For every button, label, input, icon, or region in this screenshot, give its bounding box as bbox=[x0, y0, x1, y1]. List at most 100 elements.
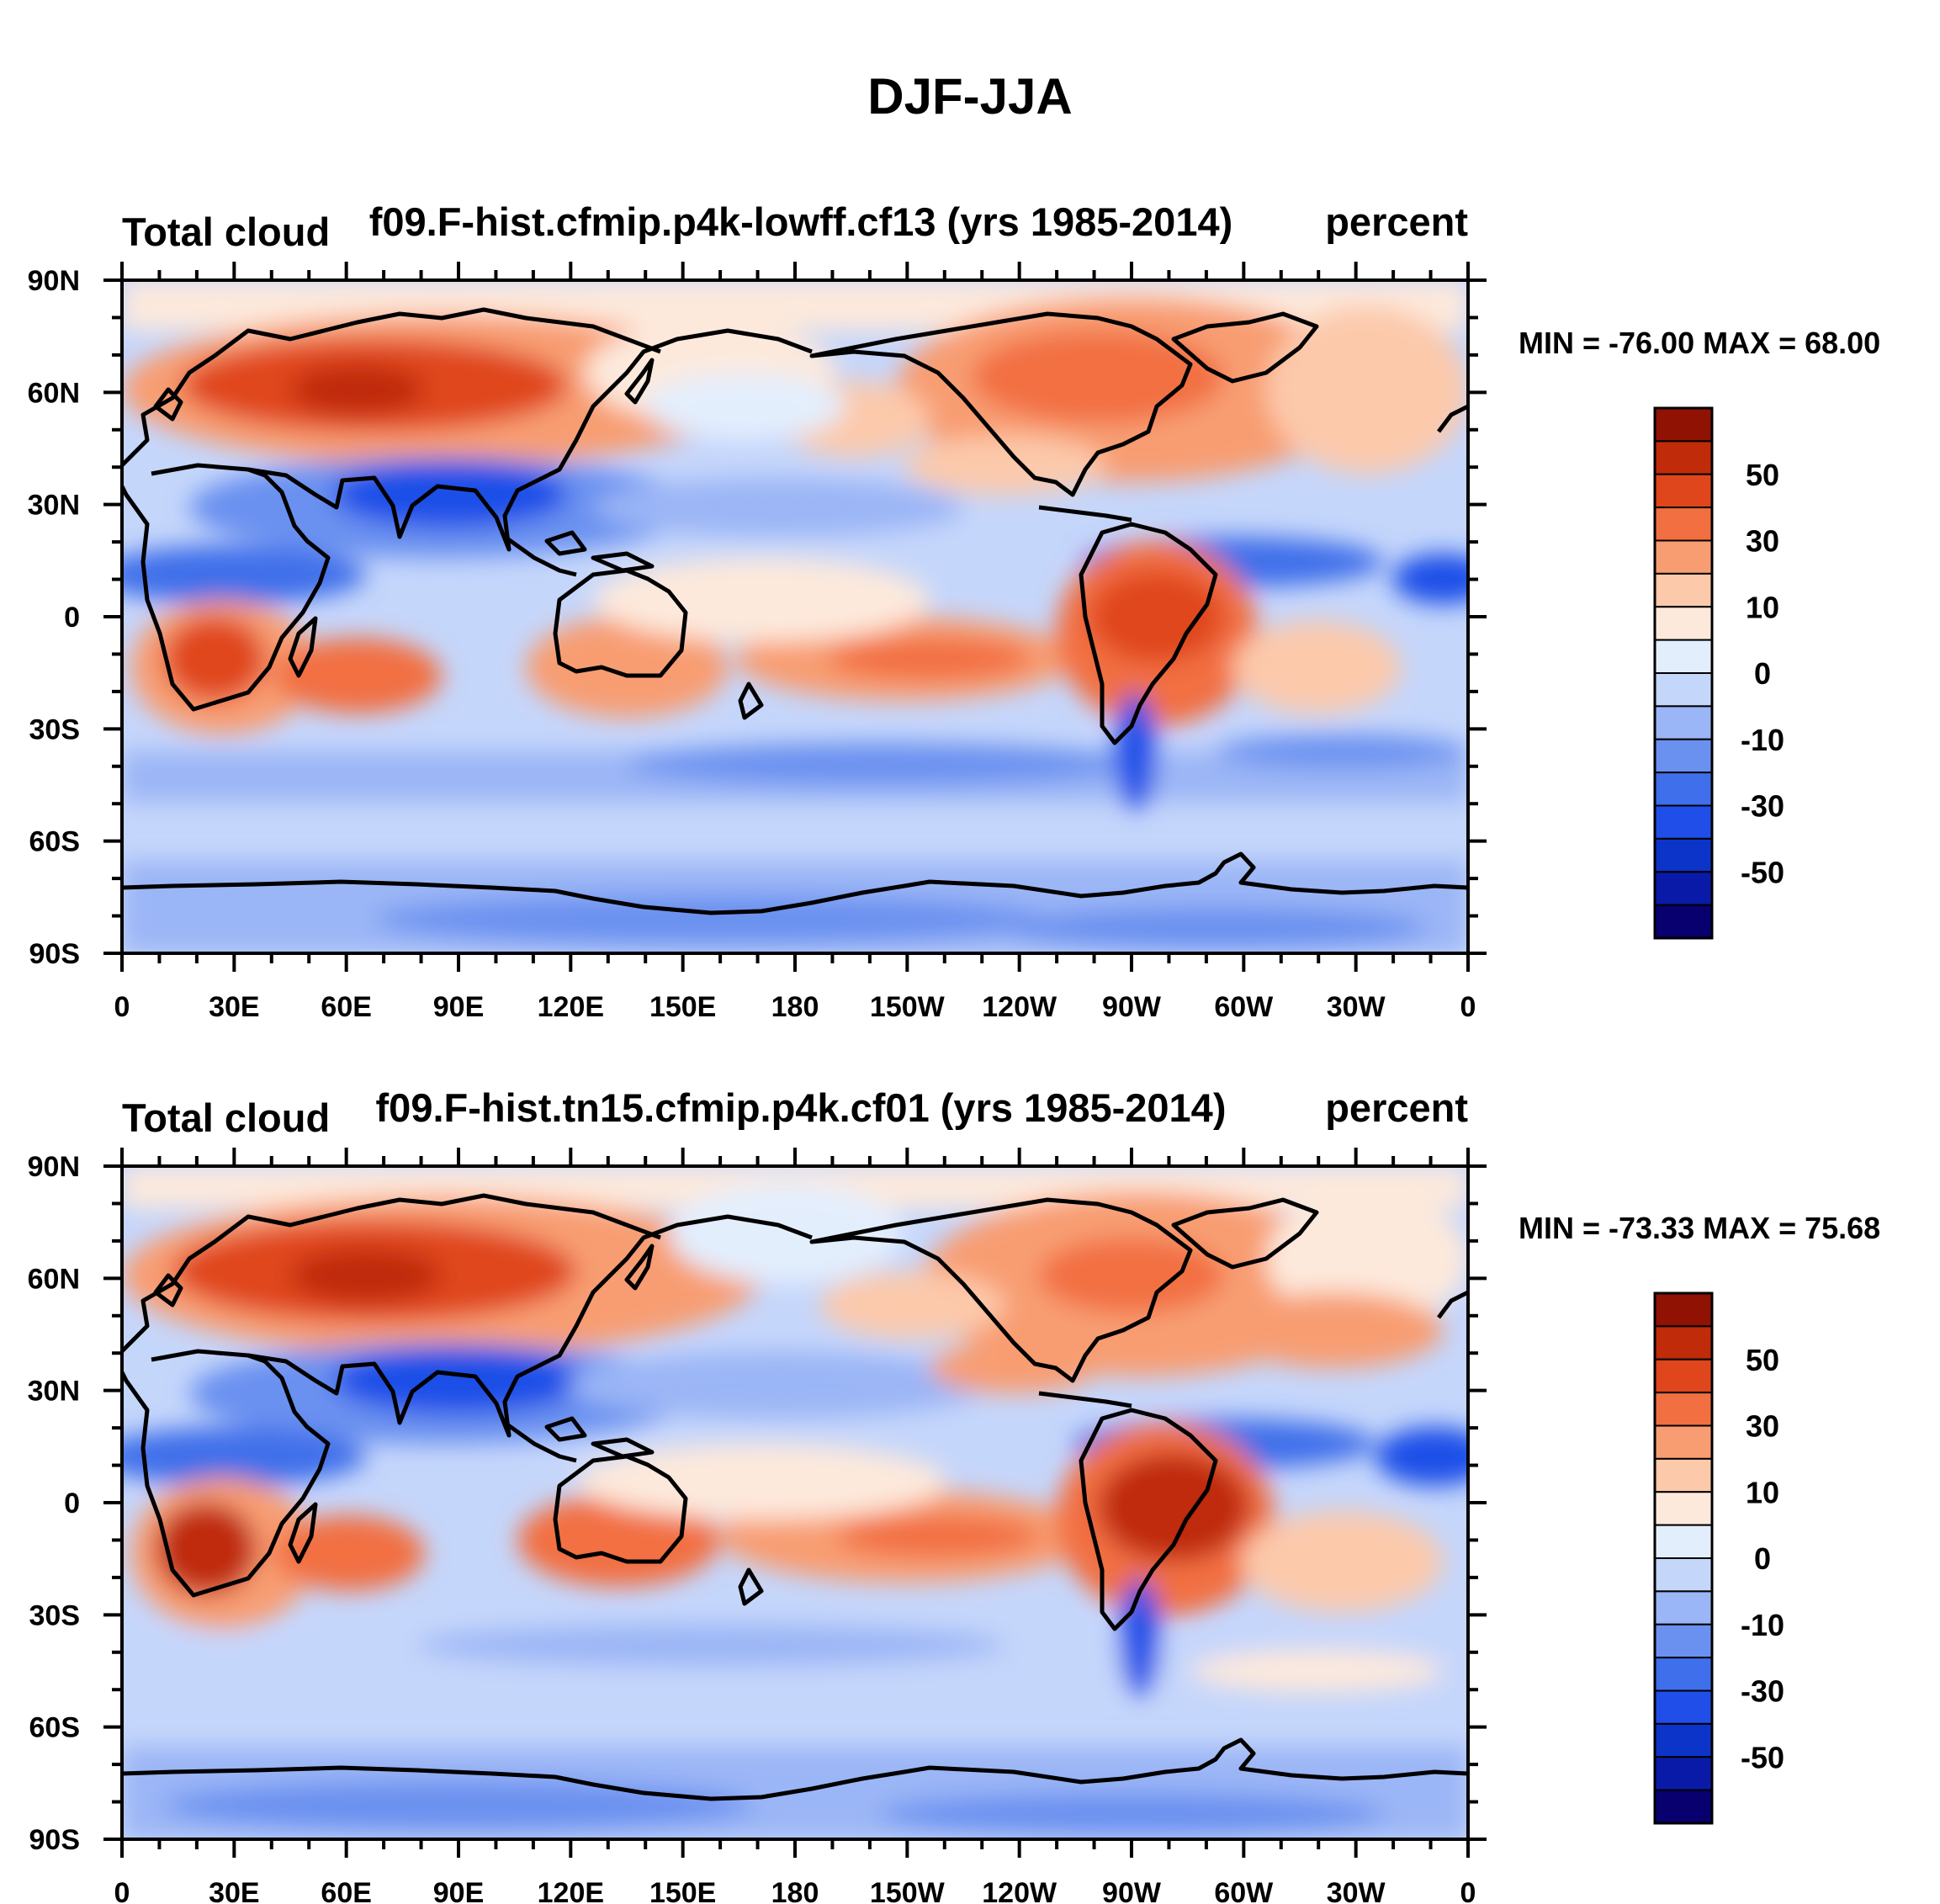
colorbar-swatch bbox=[1654, 804, 1713, 840]
colorbar-label: 10 bbox=[1746, 1475, 1779, 1509]
lon-label: 60W bbox=[1214, 1877, 1274, 1904]
colorbar-swatch bbox=[1654, 871, 1713, 906]
colorbar-swatch bbox=[1654, 639, 1713, 674]
lat-label: 60S bbox=[29, 1712, 81, 1744]
colorbar-swatch bbox=[1654, 837, 1713, 873]
lon-label: 60E bbox=[321, 1877, 372, 1904]
panel-2-center-string: f09.F-hist.tn15.cfmip.p4k.cf01 (yrs 1985… bbox=[376, 1085, 1227, 1130]
colorbar-swatch bbox=[1654, 1524, 1713, 1559]
lat-label: 30S bbox=[29, 713, 81, 745]
colorbar-label: 0 bbox=[1754, 656, 1771, 691]
colorbar-swatch bbox=[1654, 1491, 1713, 1526]
colorbar-swatch bbox=[1654, 440, 1713, 475]
colorbar-label: -10 bbox=[1741, 723, 1784, 757]
lon-label: 120W bbox=[982, 991, 1057, 1023]
colorbar-swatch bbox=[1654, 473, 1713, 509]
lon-label: 30W bbox=[1327, 1877, 1386, 1904]
panel-2-right-string: percent bbox=[1325, 1085, 1468, 1130]
colorbar-swatch bbox=[1654, 539, 1713, 575]
colorbar-swatch bbox=[1654, 606, 1713, 641]
colorbar-swatch bbox=[1654, 1424, 1713, 1460]
colorbar-label: 50 bbox=[1746, 1343, 1779, 1377]
lon-label: 0 bbox=[1460, 1877, 1476, 1904]
colorbar-swatch bbox=[1654, 1557, 1713, 1593]
lon-label: 180 bbox=[771, 991, 819, 1023]
panel-2-left-string: Total cloud bbox=[122, 1095, 330, 1140]
lon-label: 150E bbox=[649, 1877, 716, 1904]
colorbar-label: 30 bbox=[1746, 524, 1779, 559]
lon-label: 30E bbox=[209, 991, 260, 1023]
lon-label: 0 bbox=[114, 991, 130, 1023]
panel-1-minmax: MIN = -76.00 MAX = 68.00 bbox=[1519, 326, 1880, 360]
lon-label: 180 bbox=[771, 1877, 819, 1904]
colorbar-swatch bbox=[1654, 1789, 1713, 1824]
lon-label: 90W bbox=[1102, 1877, 1162, 1904]
colorbar-swatch bbox=[1654, 672, 1713, 708]
colorbar-frame bbox=[1653, 1291, 1714, 1825]
lon-label: 150E bbox=[649, 991, 716, 1023]
lon-label: 60E bbox=[321, 991, 372, 1023]
colorbar-swatch bbox=[1654, 1325, 1713, 1360]
colorbar-swatch bbox=[1654, 1689, 1713, 1725]
lat-label: 30N bbox=[28, 490, 80, 522]
panel-1-center-string: f09.F-hist.cfmip.p4k-lowff.cf13 (yrs 198… bbox=[369, 199, 1233, 244]
lon-label: 90W bbox=[1102, 991, 1162, 1023]
colorbar-frame bbox=[1653, 406, 1714, 940]
colorbar-swatch bbox=[1654, 1657, 1713, 1692]
lat-label: 90N bbox=[28, 265, 80, 297]
colorbar-label: -50 bbox=[1741, 1740, 1784, 1774]
lon-label: 150W bbox=[870, 1877, 946, 1904]
lat-label: 90S bbox=[29, 938, 81, 970]
panel-1-colorbar: 50 30 10 0 -10 -30 -50 bbox=[1653, 406, 1784, 940]
lat-label: 0 bbox=[64, 1488, 80, 1519]
panel-2-minmax: MIN = -73.33 MAX = 75.68 bbox=[1519, 1211, 1880, 1245]
lon-label: 120E bbox=[538, 1877, 604, 1904]
lon-label: 150W bbox=[870, 991, 946, 1023]
lat-label: 60N bbox=[28, 1263, 80, 1295]
colorbar-label: -30 bbox=[1741, 789, 1784, 824]
colorbar-swatch bbox=[1654, 1358, 1713, 1394]
colorbar-swatch bbox=[1654, 705, 1713, 740]
colorbar-swatch bbox=[1654, 738, 1713, 774]
lat-label: 30S bbox=[29, 1599, 81, 1631]
colorbar-swatch bbox=[1654, 1292, 1713, 1328]
colorbar-label: -10 bbox=[1741, 1608, 1784, 1642]
panel-2-colorbar: 50 30 10 0 -10 -30 -50 bbox=[1653, 1291, 1784, 1825]
lon-label: 60W bbox=[1214, 991, 1274, 1023]
panel-1-right-string: percent bbox=[1325, 199, 1468, 244]
lon-label: 90E bbox=[433, 991, 485, 1023]
colorbar-label: 0 bbox=[1754, 1541, 1771, 1576]
panel-2-axes: 0 30E 60E 90E 120E 150E 180 150W 120W 90W 60W 30W 0 9… bbox=[28, 1148, 1487, 1904]
colorbar-swatch bbox=[1654, 1623, 1713, 1659]
colorbar-label: 50 bbox=[1746, 458, 1779, 492]
figure-title: DJF-JJA bbox=[867, 68, 1072, 125]
lon-label: 90E bbox=[433, 1877, 485, 1904]
colorbar-swatch bbox=[1654, 1457, 1713, 1493]
panel-1-axes: 0 30E 60E 90E 120E 150E 180 150W 120W 90W 60W 30W 0 9… bbox=[28, 262, 1487, 1023]
colorbar-swatch bbox=[1654, 572, 1713, 608]
colorbar-swatch bbox=[1654, 1756, 1713, 1791]
panel-1: Total cloud f09.F-hist.cfmip.p4k-lowff.c… bbox=[28, 199, 1881, 1023]
lat-label: 90N bbox=[28, 1151, 80, 1183]
lon-label: 30E bbox=[209, 1877, 260, 1904]
lat-label: 0 bbox=[64, 602, 80, 634]
panel-1-map-field bbox=[122, 280, 1468, 953]
lat-label: 60S bbox=[29, 826, 81, 858]
lon-label: 120E bbox=[538, 991, 604, 1023]
colorbar-swatch bbox=[1654, 1392, 1713, 1427]
colorbar-swatch bbox=[1654, 506, 1713, 542]
colorbar-swatch bbox=[1654, 1590, 1713, 1626]
colorbar-swatch bbox=[1654, 904, 1713, 939]
colorbar-label: 10 bbox=[1746, 590, 1779, 624]
lon-label: 0 bbox=[1460, 991, 1476, 1023]
colorbar-swatch bbox=[1654, 1722, 1713, 1758]
lon-label: 30W bbox=[1327, 991, 1386, 1023]
colorbar-swatch bbox=[1654, 772, 1713, 807]
colorbar-label: -30 bbox=[1741, 1674, 1784, 1709]
panel-2-map-field bbox=[122, 1166, 1468, 1839]
colorbar-label: 30 bbox=[1746, 1409, 1779, 1444]
colorbar-swatch bbox=[1654, 407, 1713, 443]
lat-label: 30N bbox=[28, 1376, 80, 1408]
lat-label: 60N bbox=[28, 377, 80, 409]
panel-2: Total cloud f09.F-hist.tn15.cfmip.p4k.cf… bbox=[28, 1085, 1881, 1904]
